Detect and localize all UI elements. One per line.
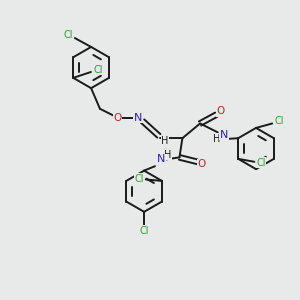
Text: Cl: Cl [256,158,266,168]
Text: N: N [157,154,165,164]
Text: Cl: Cl [140,226,149,236]
Text: Cl: Cl [274,116,284,126]
Text: Cl: Cl [63,30,73,40]
Text: N: N [220,130,228,140]
Text: H: H [213,134,220,144]
Text: Cl: Cl [134,174,144,184]
Text: O: O [197,159,206,169]
Text: N: N [134,112,142,123]
Text: H: H [161,136,168,146]
Text: H: H [164,150,171,160]
Text: O: O [217,106,225,116]
Text: Cl: Cl [94,64,103,75]
Text: O: O [113,112,122,123]
